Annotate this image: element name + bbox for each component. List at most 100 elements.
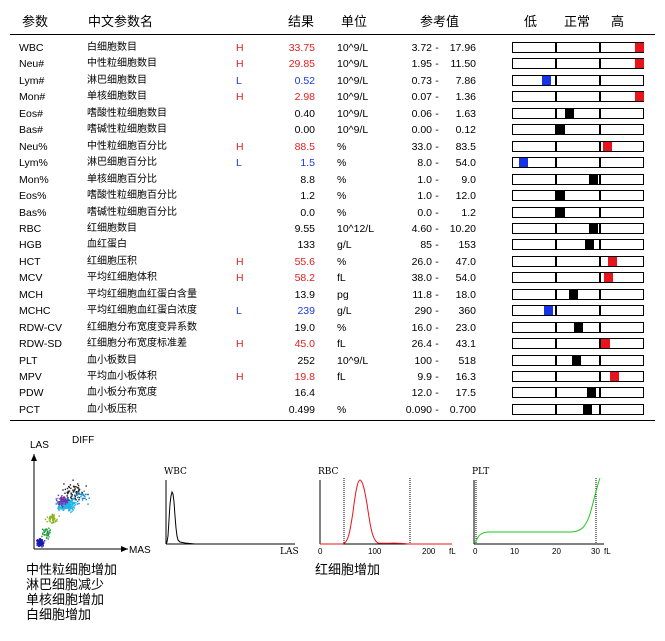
result-unit: 10^9/L (337, 74, 369, 87)
param-code: Bas% (19, 206, 47, 219)
range-segment (556, 91, 600, 103)
scatter-point (64, 488, 67, 491)
diagnosis-note: 淋巴细胞减少 (26, 578, 105, 593)
scatter-point (72, 507, 74, 509)
scatter-point (70, 499, 72, 501)
ref-low: 0.06 (411, 107, 432, 120)
scatter-point (39, 542, 41, 544)
scatter-point (65, 503, 67, 506)
range-segment (512, 321, 556, 333)
range-segment (512, 58, 556, 70)
result-flag: L (236, 157, 242, 170)
range-indicator (512, 42, 644, 53)
range-marker (610, 372, 619, 381)
range-marker (556, 191, 565, 201)
param-name: 平均红细胞体积 (87, 272, 157, 284)
scatter-point (69, 484, 72, 486)
scatter-point (38, 539, 40, 542)
scatter-point (67, 507, 69, 510)
result-value: 58.2 (294, 272, 315, 285)
range-segment (512, 91, 556, 103)
scatter-point (43, 529, 45, 532)
scatter-point (52, 520, 54, 522)
result-row: Eos% 嗜酸性粒细胞百分比 1.2% 1.0- 12.0 (0, 188, 665, 204)
scatter-point (49, 516, 51, 518)
scatter-point (41, 535, 43, 538)
result-flag: L (236, 305, 242, 318)
scatter-point (55, 520, 57, 522)
diagnosis-note: 白细胞增加 (26, 608, 92, 623)
scatter-point (64, 505, 67, 507)
scatter-point (51, 515, 54, 518)
param-name: 血小板压积 (87, 403, 137, 415)
scatter-point (65, 500, 67, 502)
ref-separator: - (435, 173, 439, 186)
ref-separator: - (435, 140, 439, 153)
ref-separator: - (435, 157, 439, 170)
scatter-point (74, 488, 76, 490)
range-segment (600, 387, 644, 399)
ref-low: 38.0 (411, 272, 432, 285)
range-segment (556, 107, 600, 119)
ref-separator: - (435, 190, 439, 203)
range-segment (600, 74, 644, 86)
scatter-point (72, 479, 74, 481)
result-unit: g/L (337, 305, 352, 318)
scatter-point (56, 518, 58, 521)
scatter-point (67, 500, 70, 503)
param-name: 单核细胞百分比 (87, 173, 157, 185)
scatter-point (81, 493, 83, 495)
scatter-point (78, 499, 80, 501)
scatter-point (42, 545, 44, 547)
result-row: Mon% 单核细胞百分比 8.8% 1.0- 9.0 (0, 172, 665, 188)
range-segment (512, 157, 556, 169)
scatter-point (52, 521, 55, 523)
param-code: MPV (19, 371, 42, 383)
param-name: 中性粒细胞百分比 (87, 140, 167, 152)
range-segment (512, 206, 556, 218)
range-marker (572, 355, 581, 365)
header-param: 参数 (22, 14, 49, 29)
scatter-point (61, 495, 63, 497)
scatter-point (78, 491, 80, 494)
scatter-point (72, 509, 75, 511)
plt-unit: fL (604, 547, 611, 556)
scatter-point (71, 493, 73, 496)
ref-low: 1.0 (417, 190, 432, 203)
range-segment (556, 288, 600, 300)
scatter-point (80, 495, 82, 498)
param-code: PDW (19, 387, 44, 400)
scatter-point (39, 539, 41, 542)
scatter-point (47, 538, 49, 540)
scatter-point (84, 495, 86, 498)
scatter-point (76, 486, 79, 489)
scatter-point (68, 485, 70, 488)
wbc-curve (165, 490, 295, 545)
scatter-point (72, 498, 74, 500)
scatter-point (42, 544, 44, 546)
param-name: 单核细胞数目 (87, 91, 147, 103)
scatter-point (52, 518, 54, 520)
ref-low: 11.8 (412, 288, 432, 301)
scatter-point (73, 489, 76, 491)
scatter-point (68, 486, 71, 489)
scatter-point (72, 497, 75, 500)
scatter-point (52, 516, 54, 518)
param-code: HGB (19, 239, 42, 252)
ref-low: 0.07 (411, 91, 432, 104)
scatter-point (68, 504, 70, 506)
range-segment (556, 255, 600, 267)
scatter-point (41, 528, 44, 530)
scatter-point (60, 504, 63, 507)
ref-high: 11.50 (450, 58, 477, 71)
result-unit: 10^9/L (337, 58, 369, 71)
range-segment (512, 255, 556, 267)
result-row: PCT 血小板压积 0.499% 0.090-0.700 (0, 402, 665, 418)
result-value: 88.5 (294, 140, 315, 153)
ref-separator: - (435, 305, 439, 318)
ref-high: 23.0 (455, 321, 476, 334)
ref-high: 83.5 (455, 140, 476, 153)
scatter-point (58, 504, 60, 507)
scatter-point (64, 502, 66, 504)
